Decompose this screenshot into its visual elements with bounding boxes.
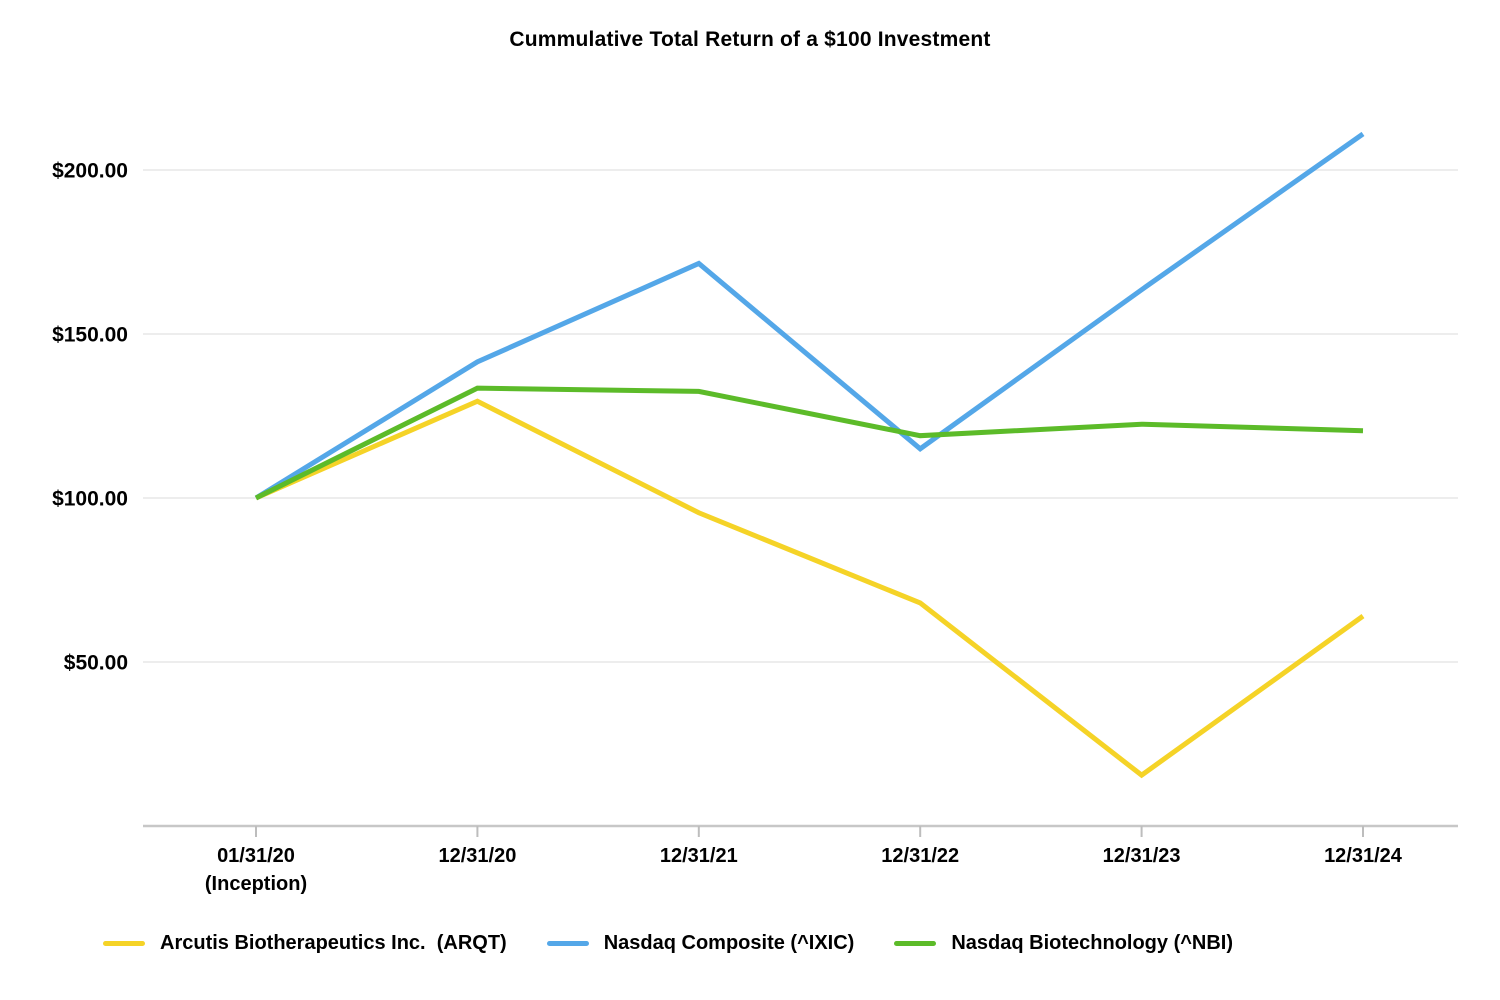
legend-swatch-arqt <box>103 941 145 946</box>
x-tick-label-3: 12/31/22 <box>881 845 959 867</box>
series-line-ixic <box>254 131 1365 501</box>
legend-swatch-ixic <box>546 941 589 946</box>
x-tick-label-5: 12/31/24 <box>1324 845 1403 867</box>
y-tick-label-150: $150.00 <box>52 324 128 347</box>
legend-label-nbi: Nasdaq Biotechnology (^NBI) <box>951 932 1234 954</box>
chart-title: Cummulative Total Return of a $100 Inves… <box>509 28 991 51</box>
legend: Arcutis Biotherapeutics Inc. (ARQT) Nasd… <box>103 932 1233 955</box>
x-tick-label-0-line2: (Inception) <box>205 873 307 895</box>
x-tick-label-0: 01/31/20 <box>217 845 295 867</box>
legend-label-ixic: Nasdaq Composite (^IXIC) <box>603 932 855 954</box>
legend-item-nbi: Nasdaq Biotechnology (^NBI) <box>894 932 1233 955</box>
series-line-arqt <box>254 398 1365 779</box>
series-line-nbi <box>254 385 1364 501</box>
y-tick-label-200: $200.00 <box>52 160 128 183</box>
x-tick-label-2: 12/31/21 <box>660 845 738 867</box>
legend-item-arqt: Arcutis Biotherapeutics Inc. (ARQT) <box>103 932 507 955</box>
x-tick-label-4: 12/31/23 <box>1103 845 1181 867</box>
x-tick-label-1: 12/31/20 <box>438 845 516 867</box>
legend-swatch-nbi <box>894 941 937 946</box>
y-tick-label-100: $100.00 <box>52 488 128 511</box>
y-tick-label-50: $50.00 <box>64 652 128 675</box>
legend-item-ixic: Nasdaq Composite (^IXIC) <box>546 932 855 955</box>
legend-label-arqt: Arcutis Biotherapeutics Inc. (ARQT) <box>160 932 507 954</box>
